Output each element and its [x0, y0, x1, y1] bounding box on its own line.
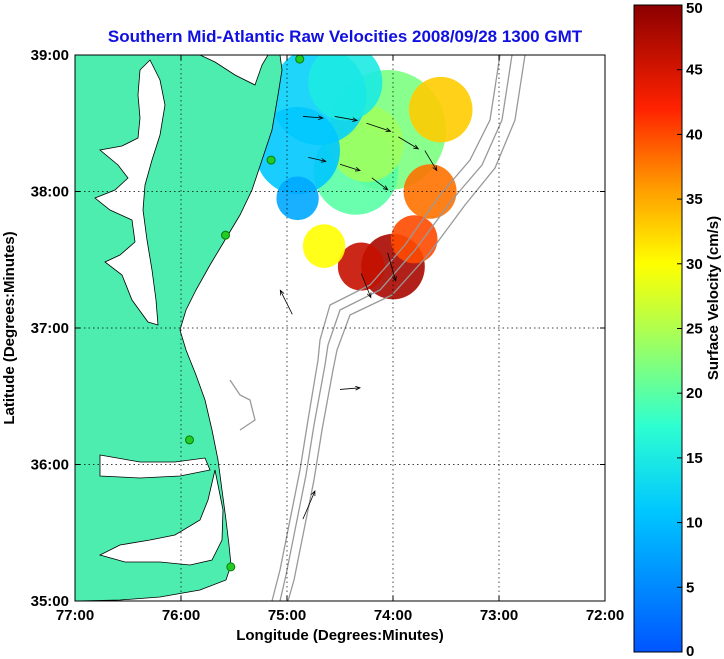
colorbar-tick-label: 5 — [686, 579, 694, 596]
y-tick-label: 36:00 — [31, 457, 69, 474]
bathymetry-contours — [229, 55, 526, 601]
contour-shallow — [271, 55, 501, 601]
x-tick-label: 73:00 — [480, 607, 518, 624]
colorbar-tick-label: 25 — [686, 321, 703, 338]
colorbar: 0 5 10 15 20 25 30 35 40 45 50 Surface Velocity (c… — [633, 0, 722, 659]
speed-cell — [408, 76, 473, 143]
velocity-arrow — [279, 290, 293, 315]
velocity-arrow-head — [311, 490, 316, 497]
velocity-arrow-head — [352, 117, 359, 122]
speed-cell — [308, 55, 383, 121]
y-tick-label: 37:00 — [31, 320, 69, 337]
contour-mid — [279, 55, 513, 601]
x-tick-label: 75:00 — [268, 607, 306, 624]
pamlico-sound — [98, 469, 224, 566]
contour-spur — [229, 379, 256, 431]
velocity-arrow-head — [385, 127, 392, 133]
x-axis-label: Longitude (Degrees:Minutes) — [236, 627, 444, 644]
contour-deep — [287, 55, 526, 601]
x-tick-label: 77:00 — [56, 607, 94, 624]
velocity-arrow — [339, 163, 361, 171]
colorbar-ticks: 0 5 10 15 20 25 30 35 40 45 50 — [677, 0, 703, 659]
colorbar-tick-label: 10 — [686, 515, 703, 532]
colorbar-tick-label: 45 — [686, 62, 703, 79]
radar-station-marker — [295, 55, 305, 64]
velocity-arrow-head — [366, 292, 372, 299]
colorbar-tick-label: 0 — [686, 643, 694, 659]
radar-station-marker — [184, 435, 194, 445]
chesapeake-bay — [94, 59, 166, 326]
delaware-bay — [199, 55, 269, 86]
velocity-arrow — [339, 387, 361, 390]
colorbar-gradient — [633, 4, 683, 653]
velocity-arrow — [360, 273, 372, 298]
speed-cell — [403, 164, 457, 219]
colorbar-tick-label: 50 — [686, 0, 703, 17]
velocity-arrow-head — [279, 289, 285, 296]
velocity-arrow — [308, 156, 326, 162]
radar-station-marker — [266, 155, 276, 165]
grid-lines — [75, 55, 605, 601]
velocity-arrow — [302, 116, 323, 119]
y-tick-label: 35:00 — [31, 593, 69, 610]
colorbar-tick-label: 20 — [686, 385, 703, 402]
velocity-arrow-head — [354, 167, 361, 172]
x-tick-label: 72:00 — [586, 607, 624, 624]
velocity-arrow — [387, 252, 397, 282]
speed-cell — [302, 224, 346, 268]
colorbar-tick-label: 15 — [686, 450, 703, 467]
radar-station-marker — [226, 562, 236, 572]
radar-station-marker — [221, 230, 231, 240]
velocity-arrow-head — [355, 385, 362, 391]
colorbar-label: Surface Velocity (cm/s) — [705, 216, 722, 380]
velocity-arrow — [366, 122, 391, 132]
speed-cell — [255, 106, 340, 195]
x-tick-label: 74:00 — [374, 607, 412, 624]
velocity-arrow-head — [320, 158, 327, 163]
velocity-arrow — [302, 490, 316, 520]
colorbar-tick-label: 40 — [686, 126, 703, 143]
velocity-arrow — [334, 116, 358, 121]
colorbar-tick-label: 30 — [686, 256, 703, 273]
y-tick-label: 39:00 — [31, 47, 69, 64]
velocity-arrow-head — [413, 144, 420, 150]
y-tick-label: 38:00 — [31, 184, 69, 201]
colorbar-tick-label: 35 — [686, 191, 703, 208]
albemarle-sound — [99, 454, 211, 479]
y-axis-label: Latitude (Degrees:Minutes) — [1, 231, 18, 424]
velocity-arrow-head — [382, 185, 389, 191]
velocity-arrow-head — [432, 165, 438, 172]
velocity-arrow — [371, 177, 389, 191]
velocity-arrow-head — [392, 275, 397, 282]
x-tick-label: 76:00 — [162, 607, 200, 624]
plot-area — [75, 55, 605, 601]
speed-cell — [390, 215, 438, 264]
axis-ticks: 77:00 76:00 75:00 74:00 73:00 72:00 35:00 36:00… — [31, 47, 625, 624]
velocity-arrow — [398, 136, 419, 150]
speed-field — [255, 55, 473, 300]
velocity-arrow-head — [318, 115, 324, 120]
speed-cell — [276, 176, 319, 221]
speed-cell — [337, 242, 385, 291]
radar-stations — [184, 55, 305, 572]
velocity-vectors — [279, 115, 438, 520]
velocity-arrow — [424, 150, 438, 171]
chart-title: Southern Mid-Atlantic Raw Velocities 200… — [108, 27, 583, 46]
